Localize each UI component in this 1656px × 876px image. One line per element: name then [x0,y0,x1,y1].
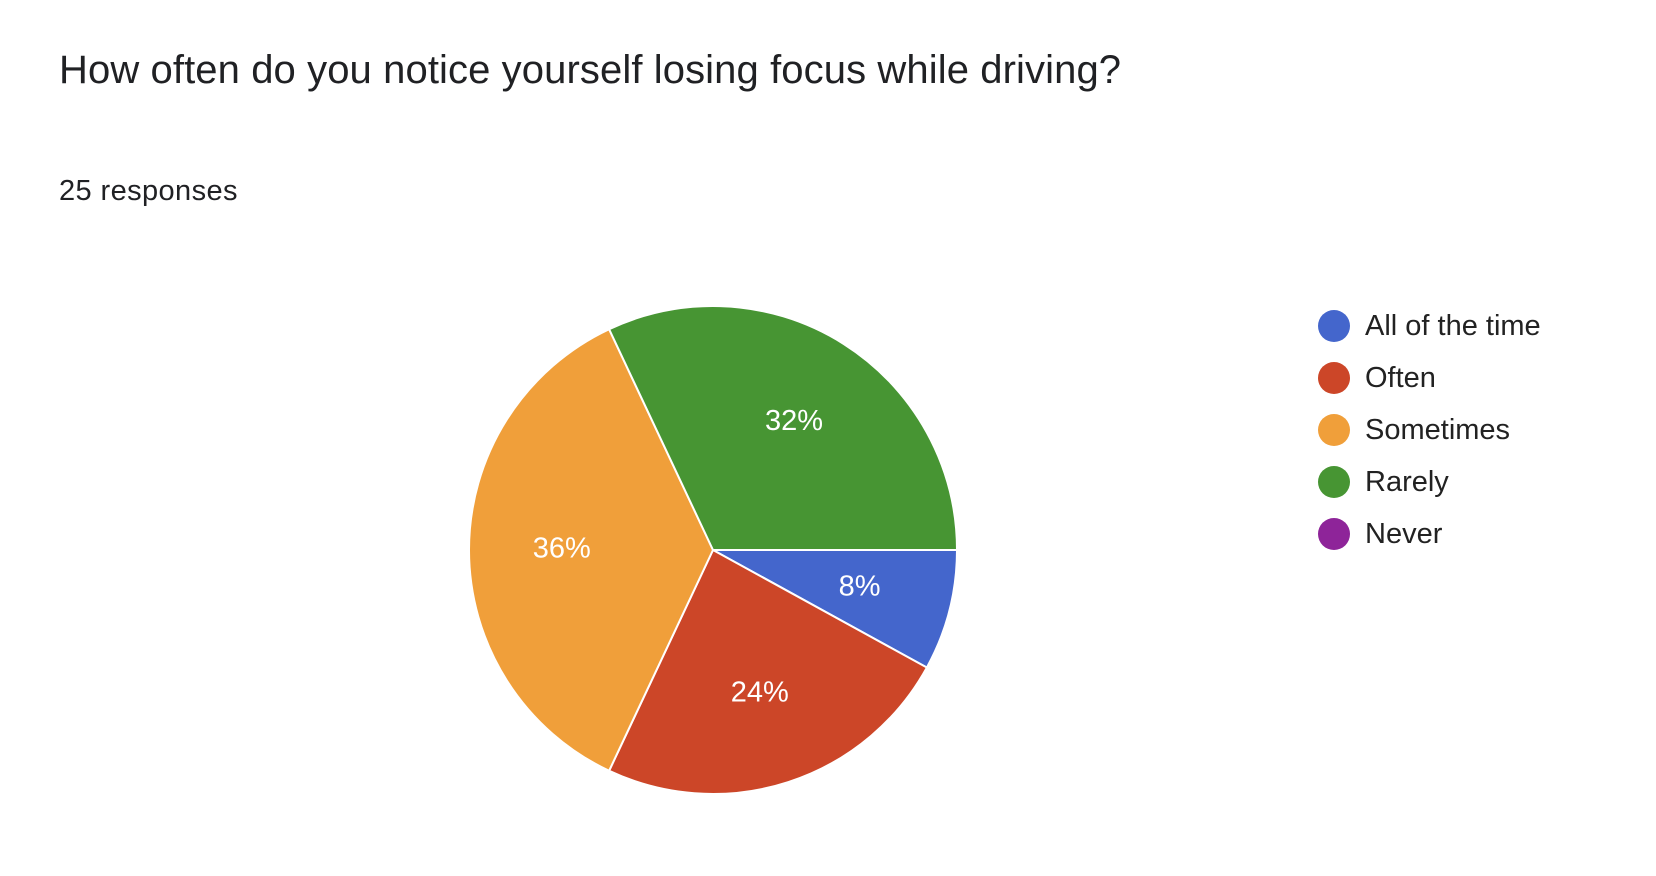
legend-label: Rarely [1365,465,1449,498]
pie-slice-all-of-the-time[interactable] [712,549,959,669]
legend-swatch-icon [1318,362,1350,394]
pie-slice-label-rarely: 32% [765,405,823,437]
pie-slices [468,305,959,795]
legend-label: Never [1365,517,1443,550]
legend-item-never[interactable]: Never [1318,508,1541,560]
pie-slice-often[interactable] [607,548,929,795]
response-count: 25 responses [59,175,238,207]
legend-item-all-of-the-time[interactable]: All of the time [1318,300,1541,352]
legend-swatch-icon [1318,466,1350,498]
legend-swatch-icon [1318,310,1350,342]
question-title: How often do you notice yourself losing … [59,48,1122,92]
legend: All of the time Often Sometimes Rarely Never [1318,300,1541,560]
pie-slice-labels: 8% 24% 36% 32% [533,405,881,709]
pie-slice-label-all-of-the-time: 8% [839,570,881,602]
legend-label: Often [1365,361,1436,394]
pie-slice-label-sometimes: 36% [533,533,591,565]
legend-item-often[interactable]: Often [1318,352,1541,404]
legend-swatch-icon [1318,518,1350,550]
legend-label: Sometimes [1365,413,1511,446]
legend-swatch-icon [1318,414,1350,446]
legend-item-sometimes[interactable]: Sometimes [1318,404,1541,456]
pie-slice-label-often: 24% [731,677,789,709]
legend-item-rarely[interactable]: Rarely [1318,456,1541,508]
pie-slice-sometimes[interactable] [468,327,715,773]
legend-label: All of the time [1365,309,1541,342]
pie-slice-rarely[interactable] [607,305,959,551]
